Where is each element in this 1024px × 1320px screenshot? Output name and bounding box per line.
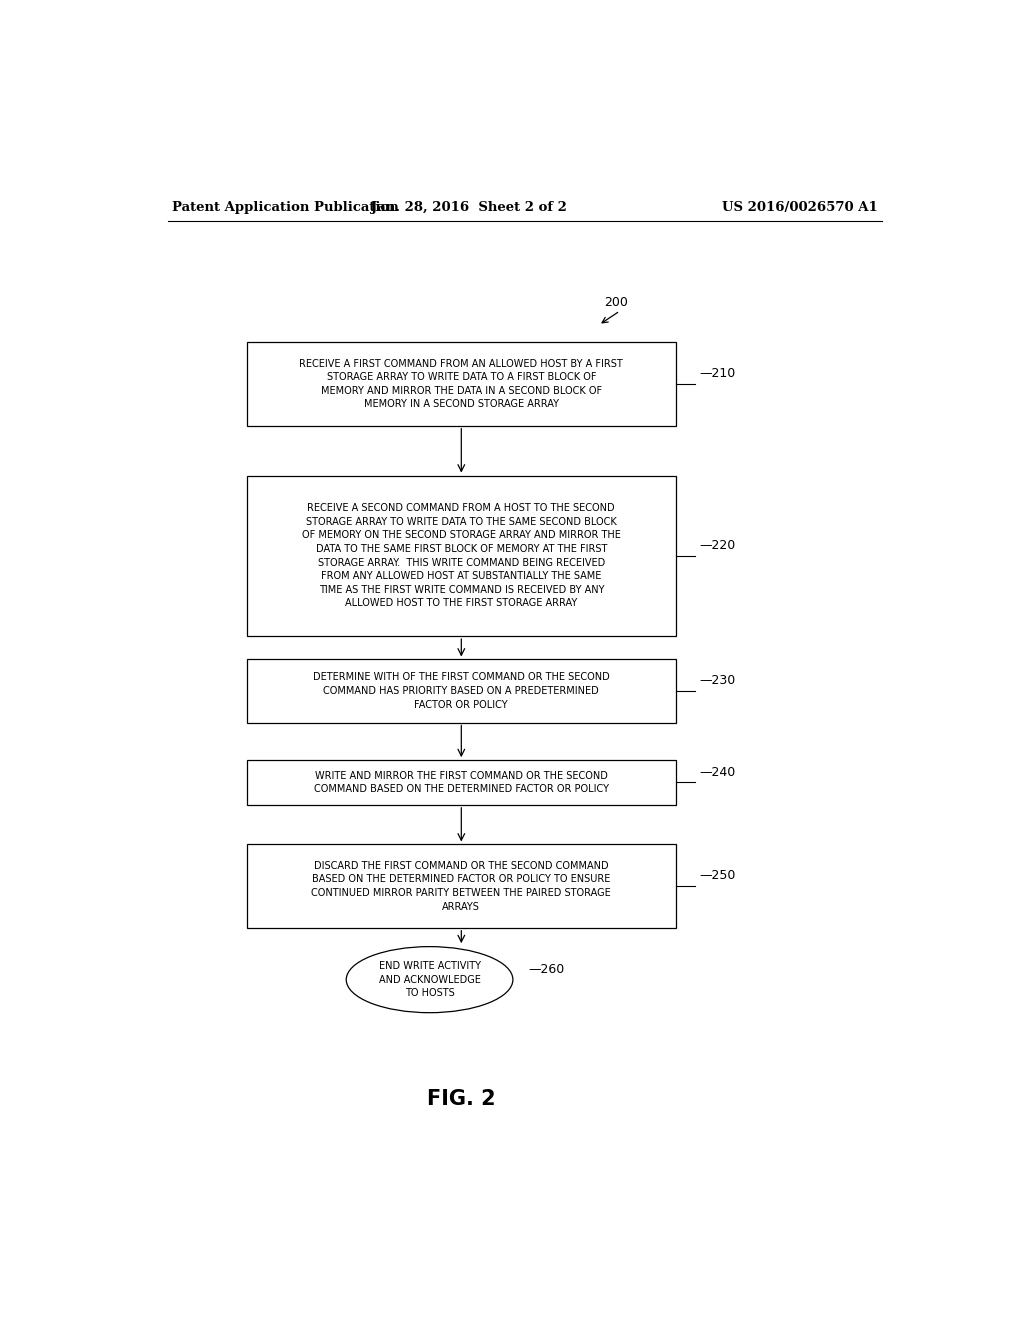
Text: 200: 200 — [604, 296, 628, 309]
Text: —230: —230 — [699, 675, 735, 688]
Text: WRITE AND MIRROR THE FIRST COMMAND OR THE SECOND
COMMAND BASED ON THE DETERMINED: WRITE AND MIRROR THE FIRST COMMAND OR TH… — [313, 771, 609, 795]
FancyBboxPatch shape — [247, 760, 676, 805]
Text: —260: —260 — [528, 964, 565, 975]
Text: US 2016/0026570 A1: US 2016/0026570 A1 — [722, 201, 878, 214]
Ellipse shape — [346, 946, 513, 1012]
FancyBboxPatch shape — [247, 845, 676, 928]
Text: —250: —250 — [699, 870, 736, 883]
FancyBboxPatch shape — [247, 475, 676, 636]
Text: DETERMINE WITH OF THE FIRST COMMAND OR THE SECOND
COMMAND HAS PRIORITY BASED ON : DETERMINE WITH OF THE FIRST COMMAND OR T… — [313, 672, 609, 710]
Text: FIG. 2: FIG. 2 — [427, 1089, 496, 1109]
FancyBboxPatch shape — [247, 342, 676, 426]
Text: END WRITE ACTIVITY
AND ACKNOWLEDGE
TO HOSTS: END WRITE ACTIVITY AND ACKNOWLEDGE TO HO… — [379, 961, 480, 998]
Text: RECEIVE A SECOND COMMAND FROM A HOST TO THE SECOND
STORAGE ARRAY TO WRITE DATA T: RECEIVE A SECOND COMMAND FROM A HOST TO … — [302, 503, 621, 609]
Text: RECEIVE A FIRST COMMAND FROM AN ALLOWED HOST BY A FIRST
STORAGE ARRAY TO WRITE D: RECEIVE A FIRST COMMAND FROM AN ALLOWED … — [299, 359, 624, 409]
Text: Jan. 28, 2016  Sheet 2 of 2: Jan. 28, 2016 Sheet 2 of 2 — [372, 201, 567, 214]
Text: DISCARD THE FIRST COMMAND OR THE SECOND COMMAND
BASED ON THE DETERMINED FACTOR O: DISCARD THE FIRST COMMAND OR THE SECOND … — [311, 861, 611, 912]
FancyBboxPatch shape — [247, 660, 676, 722]
Text: Patent Application Publication: Patent Application Publication — [172, 201, 398, 214]
Text: —220: —220 — [699, 539, 735, 552]
Text: —240: —240 — [699, 766, 735, 779]
Text: —210: —210 — [699, 367, 735, 380]
